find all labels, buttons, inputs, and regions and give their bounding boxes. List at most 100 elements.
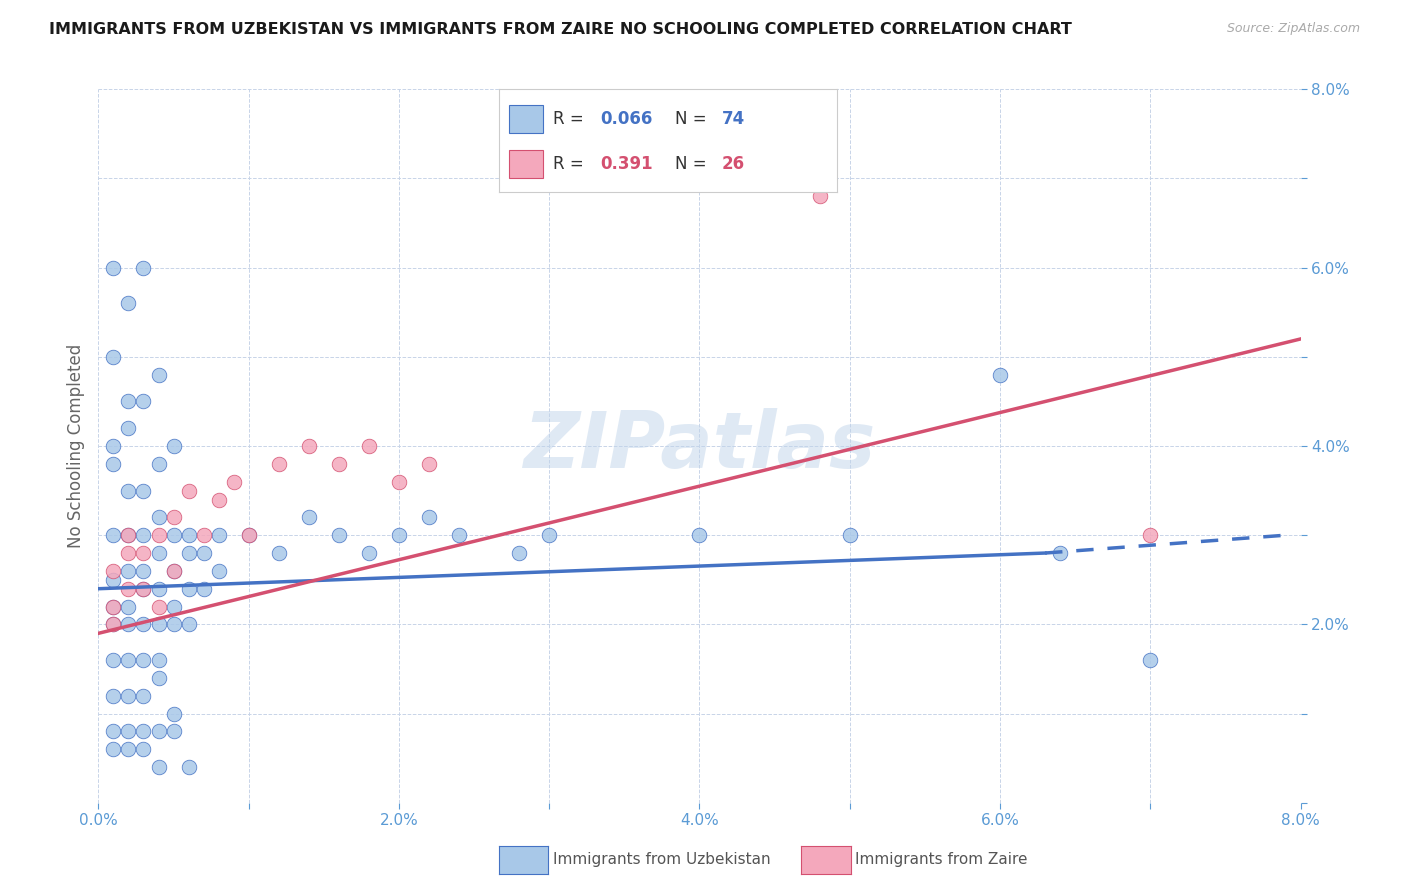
Point xyxy=(193,582,215,596)
Text: 74: 74 xyxy=(721,110,745,128)
Text: R =: R = xyxy=(553,155,589,173)
Point xyxy=(103,439,125,453)
Text: Immigrants from Uzbekistan: Immigrants from Uzbekistan xyxy=(553,853,770,867)
Point xyxy=(328,457,350,471)
Point xyxy=(132,653,155,667)
Point xyxy=(117,528,139,542)
Point xyxy=(103,617,125,632)
Point xyxy=(117,546,139,560)
Point xyxy=(388,475,411,489)
Point xyxy=(418,510,440,524)
Point xyxy=(117,421,139,435)
Point xyxy=(117,582,139,596)
Point xyxy=(132,528,155,542)
Point xyxy=(148,510,170,524)
Text: ZIPatlas: ZIPatlas xyxy=(523,408,876,484)
Y-axis label: No Schooling Completed: No Schooling Completed xyxy=(67,344,86,548)
Point xyxy=(103,564,125,578)
Text: N =: N = xyxy=(675,110,711,128)
Text: 0.391: 0.391 xyxy=(600,155,652,173)
Point xyxy=(117,653,139,667)
Point xyxy=(1139,653,1161,667)
Point xyxy=(132,546,155,560)
Point xyxy=(103,689,125,703)
Point xyxy=(148,368,170,382)
Point xyxy=(103,724,125,739)
Point xyxy=(177,483,200,498)
Point xyxy=(132,582,155,596)
FancyBboxPatch shape xyxy=(509,150,543,178)
Point xyxy=(162,564,184,578)
Point xyxy=(148,724,170,739)
Point xyxy=(117,483,139,498)
Point xyxy=(193,528,215,542)
Point xyxy=(148,528,170,542)
Point xyxy=(103,260,125,275)
Text: Immigrants from Zaire: Immigrants from Zaire xyxy=(855,853,1028,867)
Point xyxy=(103,528,125,542)
Point xyxy=(1139,528,1161,542)
Point xyxy=(148,599,170,614)
Point xyxy=(103,457,125,471)
Point xyxy=(208,492,231,507)
Point xyxy=(162,617,184,632)
Point xyxy=(177,546,200,560)
FancyBboxPatch shape xyxy=(509,104,543,133)
Point xyxy=(117,296,139,310)
Point xyxy=(148,617,170,632)
Point xyxy=(103,573,125,587)
Point xyxy=(298,510,321,524)
Point xyxy=(132,689,155,703)
Point xyxy=(267,457,290,471)
Point xyxy=(508,546,530,560)
Point xyxy=(162,564,184,578)
Point xyxy=(177,528,200,542)
Point xyxy=(103,653,125,667)
Point xyxy=(162,724,184,739)
Point xyxy=(148,671,170,685)
Point xyxy=(132,564,155,578)
Point xyxy=(117,724,139,739)
Point xyxy=(132,724,155,739)
Point xyxy=(238,528,260,542)
Point xyxy=(103,599,125,614)
Point xyxy=(117,394,139,409)
Point xyxy=(988,368,1011,382)
Point xyxy=(117,617,139,632)
Point xyxy=(117,689,139,703)
Point xyxy=(148,760,170,774)
Point xyxy=(148,546,170,560)
Point xyxy=(357,546,380,560)
Point xyxy=(538,528,561,542)
Point xyxy=(132,582,155,596)
Point xyxy=(132,617,155,632)
Point xyxy=(267,546,290,560)
Point xyxy=(177,582,200,596)
Point xyxy=(103,617,125,632)
Point xyxy=(658,153,681,168)
Point xyxy=(162,528,184,542)
Point xyxy=(808,189,831,203)
Point xyxy=(162,439,184,453)
Point xyxy=(148,653,170,667)
Point xyxy=(132,483,155,498)
Point xyxy=(117,742,139,756)
Point xyxy=(388,528,411,542)
Point xyxy=(357,439,380,453)
Point xyxy=(222,475,245,489)
Text: IMMIGRANTS FROM UZBEKISTAN VS IMMIGRANTS FROM ZAIRE NO SCHOOLING COMPLETED CORRE: IMMIGRANTS FROM UZBEKISTAN VS IMMIGRANTS… xyxy=(49,22,1073,37)
Text: 0.066: 0.066 xyxy=(600,110,652,128)
Point xyxy=(117,528,139,542)
Point xyxy=(1049,546,1071,560)
Point xyxy=(689,528,711,542)
Point xyxy=(132,260,155,275)
Point xyxy=(838,528,860,542)
Point xyxy=(447,528,470,542)
Point xyxy=(162,599,184,614)
Point xyxy=(148,582,170,596)
Point xyxy=(103,742,125,756)
Point xyxy=(103,350,125,364)
Point xyxy=(418,457,440,471)
Point xyxy=(117,599,139,614)
Point xyxy=(328,528,350,542)
